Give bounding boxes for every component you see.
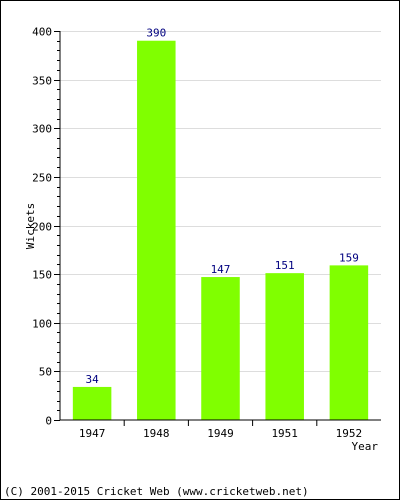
- x-tick-label: 1949: [207, 427, 234, 440]
- y-tick-label: 350: [32, 75, 52, 88]
- axes: [59, 31, 381, 421]
- y-tick-label: 300: [32, 123, 52, 136]
- x-tick-label: 1951: [271, 427, 298, 440]
- y-tick-label: 150: [32, 269, 52, 282]
- x-axis-label: Year: [352, 440, 379, 453]
- x-ticks: 1947 1948 1949 1951 1952: [79, 420, 362, 440]
- bar: [72, 386, 112, 420]
- bar-value-label: 147: [211, 263, 231, 276]
- x-tick-label: 1947: [79, 427, 106, 440]
- y-ticks: 0 50 100 150 200 250 300 350 400: [32, 26, 60, 428]
- bar: [329, 265, 369, 420]
- bar: [137, 40, 176, 420]
- grid-lines: [60, 31, 381, 372]
- bar: [201, 277, 240, 420]
- y-tick-label: 0: [45, 415, 52, 428]
- bar-value-label: 34: [85, 373, 99, 386]
- y-tick-label: 50: [39, 366, 52, 379]
- y-axis-label: Wickets: [24, 203, 37, 249]
- y-tick-label: 250: [32, 172, 52, 185]
- bar: [265, 273, 304, 420]
- value-labels: 34 390 147 151 159: [85, 27, 358, 386]
- y-tick-label: 400: [32, 26, 52, 39]
- y-tick-label: 100: [32, 318, 52, 331]
- bar-value-label: 390: [146, 27, 166, 40]
- bar-value-label: 159: [339, 251, 359, 264]
- bar-value-label: 151: [275, 259, 295, 272]
- copyright-footer: (C) 2001-2015 Cricket Web (www.cricketwe…: [4, 485, 309, 498]
- x-tick-label: 1952: [336, 427, 363, 440]
- bars: [72, 40, 369, 420]
- y-tick-label: 200: [32, 221, 52, 234]
- x-tick-label: 1948: [143, 427, 170, 440]
